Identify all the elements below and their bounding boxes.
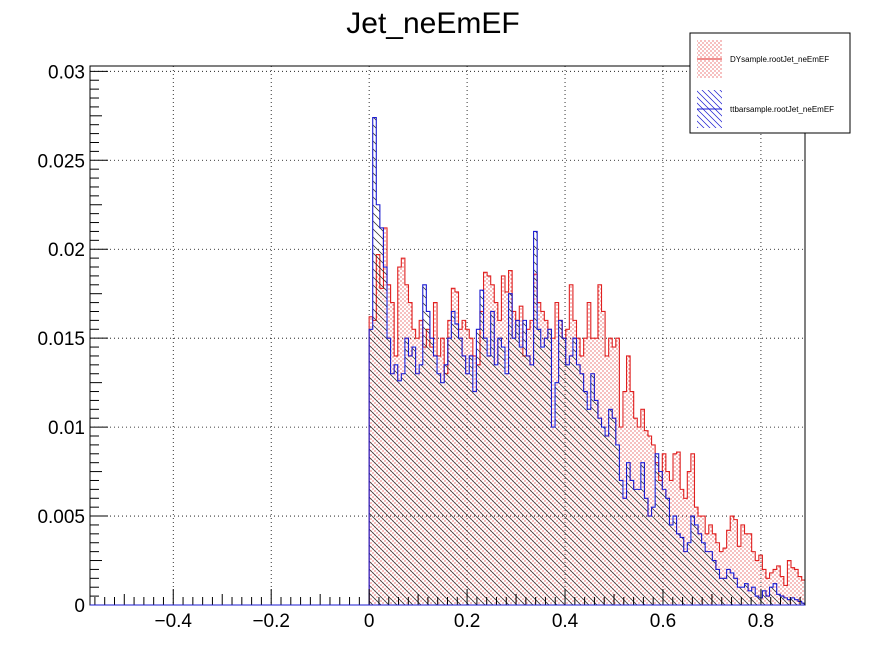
legend-label-dy: DYsample.rootJet_neEmEF [730,55,829,64]
x-tick-label: 0 [364,611,375,632]
x-tick-label: 0.2 [454,611,480,632]
y-tick-label: 0.01 [48,418,85,439]
y-tick-label: 0 [74,596,85,617]
axes: −0.4 −0.2 0 0.2 0.4 0.6 0.8 0 0.005 0.01 0.015 0.02… [37,62,805,632]
x-tick-label: 0.6 [650,611,676,632]
chart-title: Jet_neEmEF [346,7,519,40]
histogram-outline-dy [368,227,805,605]
x-tick-label: −0.4 [154,611,192,632]
histogram-outline-ttbar [368,117,805,605]
x-tick-label: 0.8 [748,611,774,632]
y-tick-label: 0.025 [37,151,85,172]
y-tick-label: 0.005 [37,507,85,528]
x-tick-label: 0.4 [552,611,579,632]
y-tick-label: 0.015 [37,329,85,350]
legend-label-ttbar: ttbarsample.rootJet_neEmEF [730,105,834,114]
x-tick-label: −0.2 [252,611,290,632]
histogram-fill-ttbar [369,117,805,605]
y-tick-label: 0.02 [48,240,85,261]
histogram-series [368,117,805,605]
legend: DYsample.rootJet_neEmEF ttbarsample.root… [689,32,851,134]
y-tick-label: 0.03 [48,62,85,83]
